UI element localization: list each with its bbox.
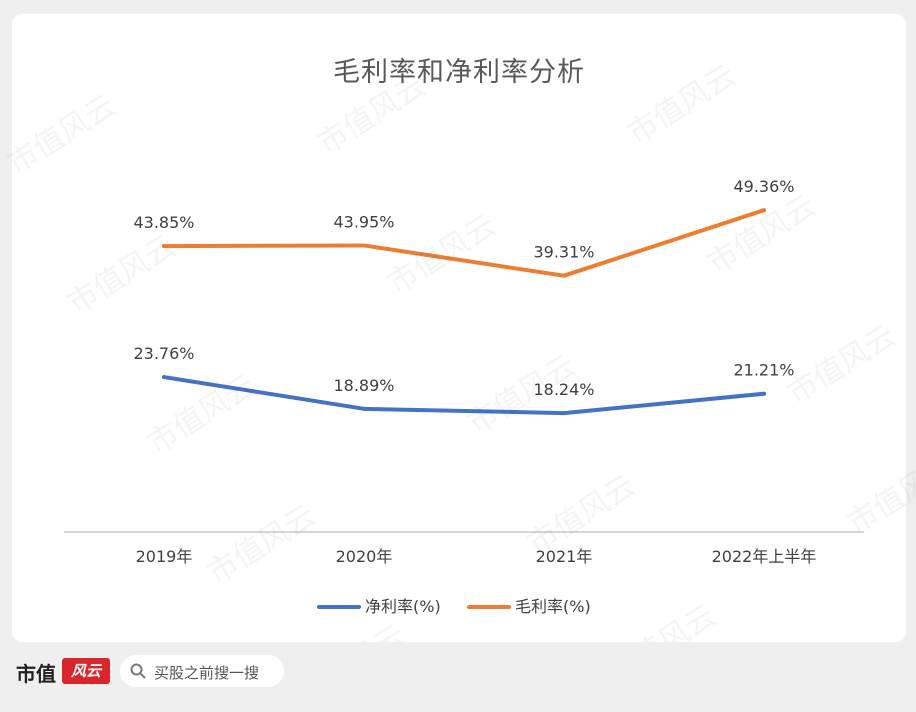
chart-title: 毛利率和净利率分析	[333, 57, 585, 88]
data-label: 18.24%	[533, 380, 594, 399]
data-point	[562, 411, 566, 416]
brand-name: 市值	[16, 662, 56, 686]
data-point	[162, 375, 166, 380]
data-label: 39.31%	[533, 243, 594, 262]
data-label: 18.89%	[333, 376, 394, 395]
legend-label: 净利率(%)	[365, 597, 441, 616]
x-tick-label: 2019年	[136, 547, 193, 566]
data-label: 43.95%	[333, 212, 394, 231]
data-label: 43.85%	[133, 213, 194, 232]
data-point	[362, 406, 366, 411]
brand-logo: 风云	[62, 658, 110, 684]
data-point	[162, 244, 166, 249]
data-label: 23.76%	[133, 344, 194, 363]
series-line	[162, 208, 766, 278]
search-placeholder: 买股之前搜一搜	[154, 664, 260, 682]
search-icon	[130, 663, 146, 679]
data-point	[762, 208, 766, 213]
data-point	[562, 273, 566, 278]
x-tick-label: 2020年	[336, 547, 393, 566]
line-chart: 2019年 2020年 2021年 2022年上半年 23.76% 18.89% 18.24…	[64, 177, 864, 616]
search-box[interactable]: 买股之前搜一搜	[120, 655, 284, 687]
data-point	[762, 391, 766, 396]
x-tick-label: 2022年上半年	[712, 547, 817, 566]
x-tick-label: 2021年	[536, 547, 593, 566]
chart-card: 毛利率和净利率分析 2019年 2020年 2021年 2022年上半年 23.76% 1…	[12, 14, 906, 642]
series-line	[162, 375, 766, 416]
data-point	[362, 243, 366, 248]
data-label: 21.21%	[733, 361, 794, 380]
legend-label: 毛利率(%)	[515, 597, 591, 616]
footer-bar: 市值 风云 买股之前搜一搜	[0, 642, 916, 702]
data-label: 49.36%	[733, 177, 794, 196]
